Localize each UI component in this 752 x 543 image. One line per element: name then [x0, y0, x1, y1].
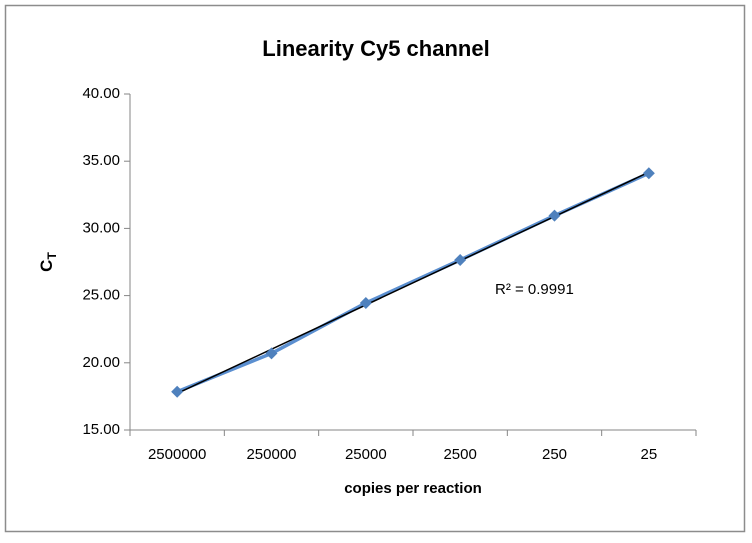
x-tick-label: 250 [542, 446, 567, 463]
data-point [548, 209, 561, 222]
data-point [359, 296, 372, 309]
data-point [265, 347, 278, 360]
y-axis-label-main: CT [37, 252, 59, 272]
data-point [642, 167, 655, 180]
y-tick-label: 20.00 [82, 354, 120, 371]
chart-border [4, 4, 746, 533]
x-tick-label: 250000 [246, 446, 296, 463]
y-tick-label: 40.00 [82, 85, 120, 102]
chart-title: Linearity Cy5 channel [262, 36, 489, 61]
annotation: R² = 0.9991 [495, 281, 574, 298]
y-label-sub: T [45, 252, 59, 260]
trendline [176, 171, 650, 395]
x-axis-label: copies per reaction [344, 480, 482, 497]
data-point [171, 385, 184, 398]
x-tick-label: 25000 [345, 446, 387, 463]
x-tick-label: 25 [640, 446, 657, 463]
y-label-c: C [37, 260, 56, 272]
y-tick-label: 35.00 [82, 152, 120, 169]
y-tick-label: 25.00 [82, 287, 120, 304]
y-tick-label: 30.00 [82, 219, 120, 236]
y-tick-label: 15.00 [82, 421, 120, 438]
x-tick-label: 2500 [443, 446, 476, 463]
data-point [454, 253, 467, 266]
y-axis-label: CT [37, 252, 59, 272]
x-tick-label: 2500000 [148, 446, 206, 463]
